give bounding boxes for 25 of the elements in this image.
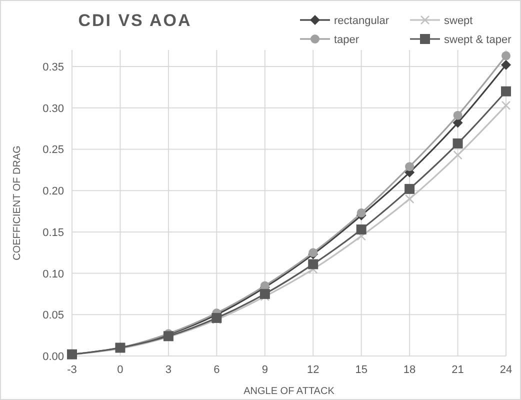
y-tick-label: 0.10	[42, 268, 64, 280]
x-tick-label: 6	[214, 364, 220, 376]
x-tick-label: 24	[500, 364, 512, 376]
chart-title: CDI VS AOA	[78, 11, 192, 30]
legend-label: swept & taper	[444, 34, 512, 46]
y-tick-label: 0.25	[42, 144, 64, 156]
y-tick-label: 0.30	[42, 102, 64, 115]
x-tick-label: 3	[165, 364, 172, 376]
x-axis-title: ANGLE OF ATTACK	[244, 386, 335, 397]
y-tick-label: 0.20	[42, 186, 64, 198]
x-tick-label: 21	[452, 364, 464, 376]
y-tick-label: 0.00	[42, 351, 64, 363]
legend-label: taper	[334, 34, 360, 46]
y-tick-label: 0.35	[42, 62, 64, 74]
x-tick-label: 12	[306, 364, 320, 376]
y-axis-title: COEFFICIENT OF DRAG	[12, 145, 23, 260]
y-tick-label: 0.05	[42, 310, 64, 322]
legend-label: swept	[444, 15, 473, 27]
legend-label: rectangular	[334, 15, 390, 27]
y-tick-label: 0.15	[42, 226, 64, 239]
x-tick-label: 9	[262, 364, 268, 376]
x-tick-label: 15	[355, 364, 368, 376]
x-tick-label: 18	[403, 364, 416, 376]
x-tick-label: 0	[117, 364, 124, 376]
x-tick-label: -3	[67, 364, 77, 376]
